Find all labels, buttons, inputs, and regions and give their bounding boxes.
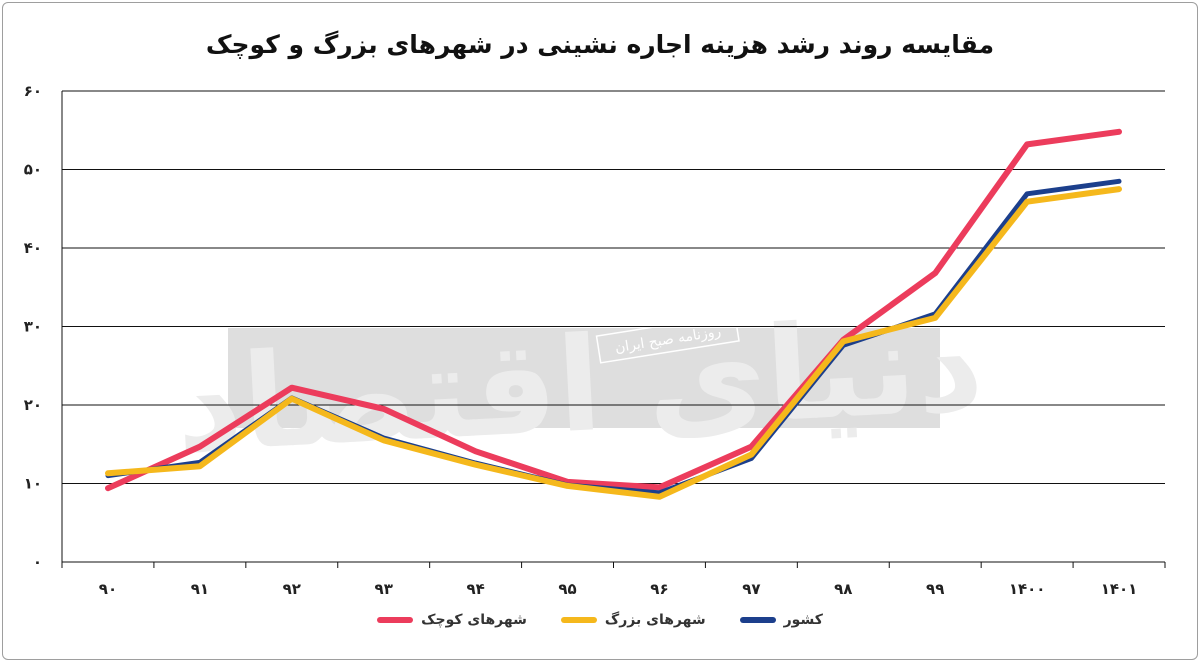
legend-swatch: [739, 617, 776, 623]
x-tick-label: ۹۳: [375, 580, 393, 598]
legend-item-small-cities: شهرهای کوچک: [377, 612, 527, 628]
watermark: دنیای اقتصاد روزنامه صبح ایران: [172, 288, 987, 482]
watermark-script: دنیای اقتصاد: [172, 288, 987, 482]
x-axis: ۹۰ ۹۱ ۹۲ ۹۳ ۹۴ ۹۵ ۹۶ ۹۷ ۹۸ ۹۹ ۱۴۰۰ ۱۴۰۱: [61, 562, 1166, 598]
x-tick-label: ۹۶: [650, 580, 668, 598]
y-tick-label: ۱۰: [24, 475, 42, 493]
legend-label: شهرهای بزرگ: [604, 612, 706, 628]
legend-swatch: [560, 617, 597, 623]
x-tick-label: ۹۰: [99, 580, 117, 598]
legend: کشور شهرهای بزرگ شهرهای کوچک: [0, 612, 1200, 628]
legend-swatch: [377, 617, 414, 623]
watermark-label-box: [595, 313, 740, 364]
watermark-band: [228, 328, 940, 428]
x-tick-label: ۹۱: [191, 580, 209, 598]
x-tick-label: ۹۵: [558, 580, 576, 598]
series-line-small-cities: [105, 128, 1122, 492]
x-tick-label: ۹۷: [742, 580, 760, 598]
legend-item-country: کشور: [739, 612, 823, 628]
y-tick-label: ۴۰: [24, 239, 42, 257]
x-tick-label: ۱۴۰۰: [1009, 580, 1046, 598]
legend-label: شهرهای کوچک: [421, 612, 527, 628]
chart-title: مقایسه روند رشد هزینه اجاره نشینی در شهر…: [205, 30, 995, 59]
x-tick-label: ۹۴: [466, 580, 484, 598]
x-tick-label: ۹۲: [283, 580, 301, 598]
y-tick-label: ۰: [33, 553, 42, 571]
series-lines: [105, 128, 1122, 500]
y-tick-label: ۳۰: [24, 318, 42, 336]
y-tick-label: ۵۰: [24, 161, 42, 179]
x-tick-label: ۹۹: [926, 580, 944, 598]
y-tick-label: ۶۰: [24, 82, 42, 100]
x-tick-label: ۹۸: [834, 580, 852, 598]
legend-item-big-cities: شهرهای بزرگ: [560, 612, 706, 628]
y-tick-label: ۲۰: [24, 396, 42, 414]
series-line-big-cities: [105, 186, 1122, 500]
legend-label: کشور: [783, 612, 823, 628]
y-axis: ۰ ۱۰ ۲۰ ۳۰ ۴۰ ۵۰ ۶۰: [24, 82, 42, 571]
x-tick-label: ۱۴۰۱: [1101, 580, 1138, 598]
